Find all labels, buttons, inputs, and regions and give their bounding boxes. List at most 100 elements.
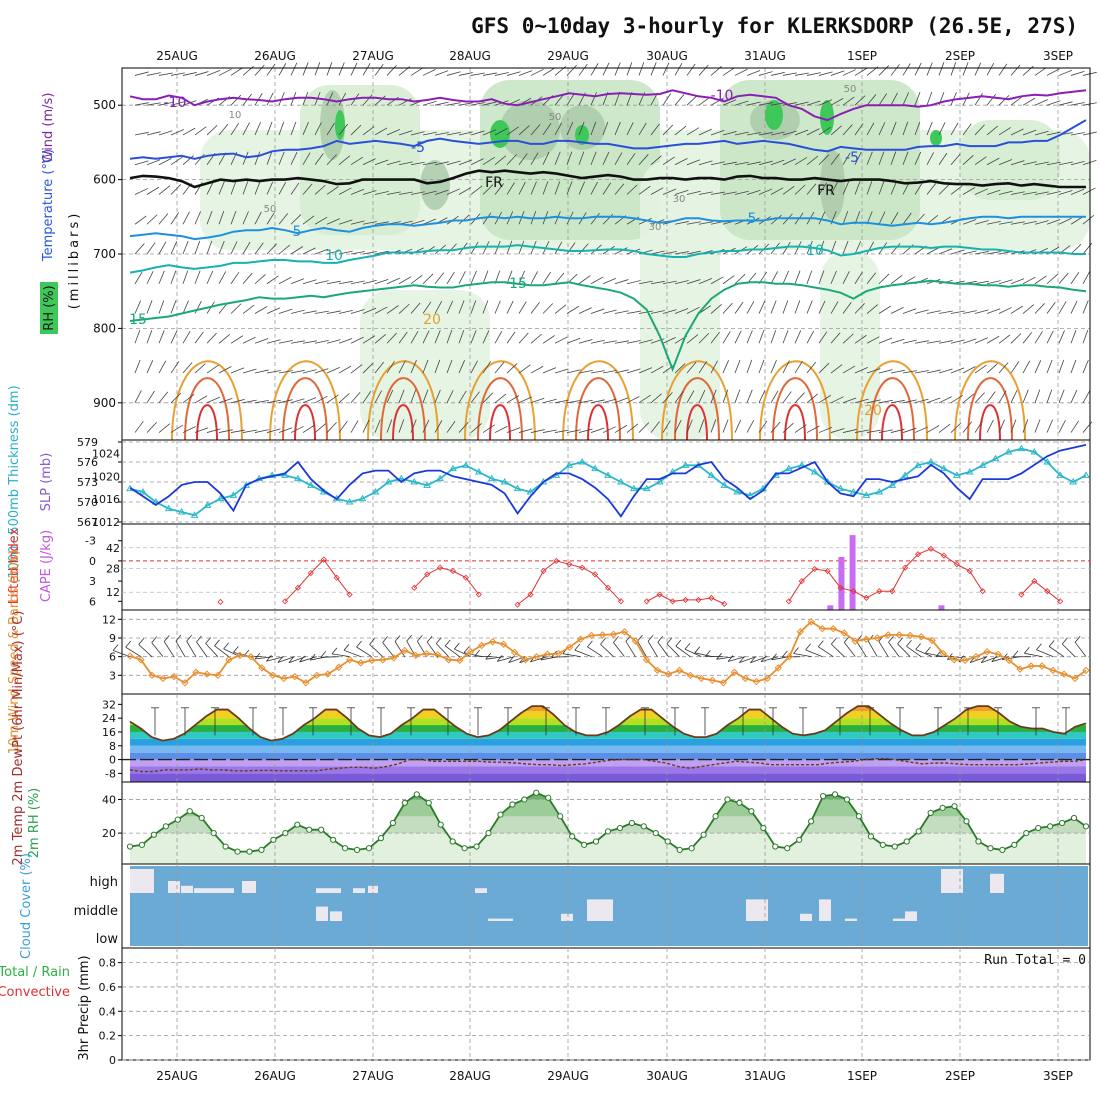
wind-barb — [422, 161, 437, 166]
wind-barb — [206, 181, 214, 195]
wind-barb — [734, 273, 746, 285]
surface-wind-barb-flag — [817, 640, 824, 647]
surface-wind-barb-flag — [739, 656, 745, 663]
wind-barb — [986, 157, 1000, 166]
lifted-index-point — [682, 596, 689, 603]
wind-barb — [1010, 64, 1021, 76]
wind-barb — [182, 331, 191, 344]
wind10m-series-point — [873, 634, 881, 642]
rh-series-point — [879, 841, 886, 848]
wind-barb — [182, 394, 195, 404]
wind-barb — [854, 367, 868, 374]
wind-barb — [998, 334, 1011, 344]
wind-barb — [410, 191, 425, 195]
wind-barb — [782, 185, 795, 195]
thickness-series-point — [604, 471, 612, 478]
cape-bar — [938, 605, 945, 610]
wind-barb — [566, 337, 581, 344]
cloud-block-high — [316, 888, 341, 893]
wind-barb — [650, 310, 665, 314]
warm-contour-25 — [380, 377, 426, 441]
wind-barb — [146, 102, 161, 106]
thickness-series-point — [474, 468, 483, 475]
surface-wind-barb-flag — [151, 636, 158, 643]
y-tick-label: 40 — [102, 793, 116, 806]
wind10m-series-point — [620, 628, 629, 636]
wind-barb — [986, 391, 996, 404]
wind-barb — [998, 63, 1008, 76]
wind-barb — [962, 421, 973, 433]
surface-wind-barb — [878, 641, 889, 657]
wind-barb — [254, 151, 261, 165]
lifted-index-series — [646, 593, 725, 605]
wind-barb — [794, 72, 809, 76]
wind-barb — [698, 305, 711, 314]
wind-barb — [590, 427, 605, 433]
wind-barb — [974, 280, 989, 285]
wind-barb — [686, 63, 696, 76]
wind-barb — [1022, 332, 1033, 344]
wind-barb — [590, 339, 605, 344]
wind-barb — [386, 160, 401, 166]
wind-barb — [818, 362, 830, 374]
wind-barb — [470, 185, 483, 195]
wind10m-series-point — [730, 668, 739, 676]
rh-series-point — [760, 824, 767, 832]
wind-barb — [902, 63, 911, 76]
wind-barb — [938, 310, 953, 314]
warm-contour-20 — [954, 360, 1026, 441]
y-tick-label: 20 — [102, 827, 116, 840]
wind-barb — [890, 211, 899, 225]
wind10m-series-point — [796, 628, 805, 636]
surface-wind-barb-flag — [771, 653, 777, 661]
wind-barb — [986, 220, 1001, 225]
wind-barb — [362, 221, 377, 225]
rh-saturated-core — [820, 100, 834, 135]
wind-barb — [434, 132, 449, 136]
wind-barb — [254, 399, 269, 404]
wind-barb — [242, 368, 257, 374]
wind-barb — [674, 125, 687, 136]
wind-barb — [494, 330, 503, 344]
wind-barb — [194, 427, 209, 433]
wind-barb — [338, 338, 353, 344]
wind-barb — [578, 399, 593, 404]
wind-barb — [1010, 128, 1024, 136]
wind-barb — [1010, 419, 1017, 433]
surface-wind-barb — [369, 644, 384, 657]
wind-barb — [410, 67, 424, 76]
wind-barb — [578, 339, 593, 344]
wind-barb — [302, 310, 317, 314]
surface-wind-barb-flag — [600, 637, 606, 645]
wind-barb — [482, 212, 492, 225]
wind-barb — [806, 330, 815, 344]
bottom-date-label: 26AUG — [254, 1069, 296, 1083]
wind-barb — [770, 214, 782, 225]
wind-barb — [302, 397, 317, 404]
wind10m-series-point — [181, 679, 189, 687]
wind-barb — [554, 181, 561, 195]
wind-barb — [218, 334, 231, 344]
wind-barb — [698, 191, 713, 195]
lifted-index-series — [788, 548, 984, 602]
rh-series-point — [820, 792, 827, 800]
surface-wind-barb — [684, 648, 702, 658]
wind-barb — [878, 65, 890, 76]
surface-wind-barb-flag — [843, 636, 850, 643]
wind-barb — [794, 424, 807, 433]
wind-barb — [962, 338, 977, 344]
wind-barb — [362, 419, 370, 433]
wind-barb — [446, 102, 461, 106]
wind-barb — [350, 336, 364, 344]
wind-barb — [530, 68, 544, 76]
wind-barb — [278, 63, 287, 76]
wind-barb — [782, 130, 797, 136]
wind-barb — [818, 270, 825, 284]
pressure-axis-label: (millibars) — [67, 211, 82, 310]
warm-contour-20 — [269, 360, 341, 441]
contour-label: -5 — [845, 150, 859, 166]
thickness-series-point — [164, 504, 173, 512]
contour-label: 20 — [423, 312, 441, 328]
wind-barb — [878, 273, 890, 285]
